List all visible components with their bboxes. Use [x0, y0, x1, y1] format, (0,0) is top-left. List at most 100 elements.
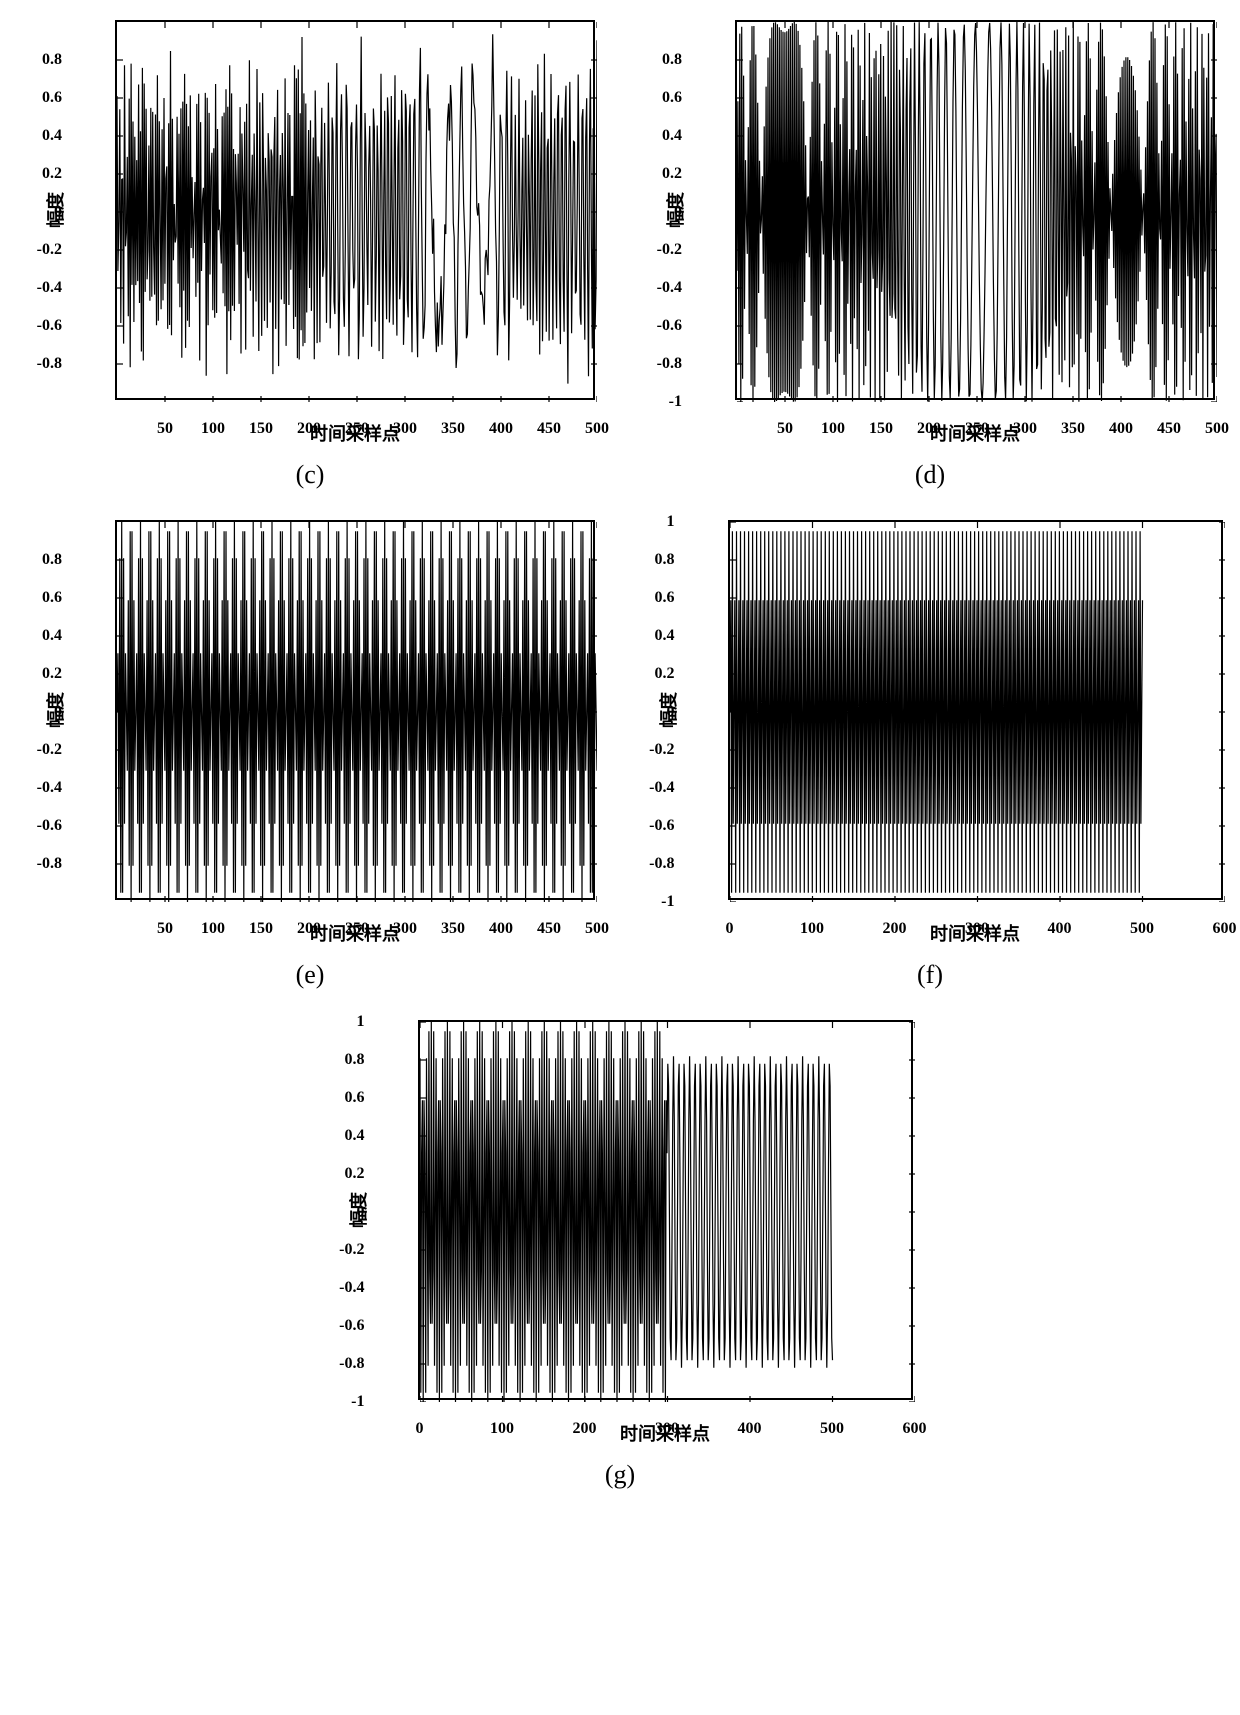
x-tick-label: 450 [1157, 420, 1181, 438]
x-tick-label: 100 [800, 920, 824, 938]
x-tick-label: 400 [1109, 420, 1133, 438]
x-tick-label: 100 [821, 420, 845, 438]
y-tick-label: -0.6 [37, 317, 62, 335]
y-tick-label: -0.6 [657, 317, 682, 335]
x-tick-label: 350 [441, 920, 465, 938]
x-tick-label: 500 [585, 420, 609, 438]
y-tick-label: -0.2 [37, 741, 62, 759]
x-tick-label: 100 [201, 420, 225, 438]
panel-caption-e: (e) [296, 960, 325, 990]
x-tick-label: 150 [249, 420, 273, 438]
y-tick-label: -0.8 [339, 1355, 364, 1373]
x-tick-label: 50 [777, 420, 793, 438]
y-axis-label-e: 幅度 [42, 692, 68, 728]
y-tick-label: 0.8 [655, 551, 675, 569]
y-axis-label-g: 幅度 [345, 1192, 371, 1228]
chart-plot-f [730, 522, 1225, 902]
y-tick-label: -1 [669, 393, 682, 411]
y-tick-label: 1 [667, 513, 675, 531]
y-tick-label: 1 [357, 1013, 365, 1031]
y-tick-label: 0.2 [42, 665, 62, 683]
x-tick-label: 50 [157, 420, 173, 438]
y-axis-label-f: 幅度 [655, 692, 681, 728]
x-tick-label: 400 [738, 1420, 762, 1438]
y-tick-label: 0.6 [662, 89, 682, 107]
chart-plot-g [420, 1022, 915, 1402]
y-tick-label: -0.2 [339, 1241, 364, 1259]
y-tick-label: 0.6 [42, 589, 62, 607]
chart-plot-e [117, 522, 597, 902]
panel-caption-g: (g) [605, 1460, 635, 1490]
y-tick-label: 0.4 [662, 127, 682, 145]
chart-plot-c [117, 22, 597, 402]
y-tick-label: 0.4 [345, 1127, 365, 1145]
y-tick-label: -0.4 [649, 779, 674, 797]
signal-line-g [420, 1022, 833, 1402]
x-axis-label-c: 时间采样点 [310, 420, 400, 446]
x-axis-label-f: 时间采样点 [930, 920, 1020, 946]
chart-plot-d [737, 22, 1217, 402]
x-tick-label: 600 [1213, 920, 1237, 938]
chart-axes-d: -1-0.8-0.6-0.4-0.200.20.40.60.8501001502… [735, 20, 1215, 400]
y-tick-label: 0.6 [655, 589, 675, 607]
chart-axes-c: -0.8-0.6-0.4-0.200.20.40.60.850100150200… [115, 20, 595, 400]
x-tick-label: 200 [573, 1420, 597, 1438]
x-tick-label: 450 [537, 420, 561, 438]
y-tick-label: -0.2 [649, 741, 674, 759]
y-tick-label: 0.8 [42, 551, 62, 569]
chart-panel-e: -0.8-0.6-0.4-0.200.20.40.60.850100150200… [10, 520, 610, 990]
x-tick-label: 500 [585, 920, 609, 938]
y-tick-label: -1 [661, 893, 674, 911]
y-tick-label: -0.8 [37, 855, 62, 873]
y-axis-label-c: 幅度 [42, 192, 68, 228]
y-tick-label: 0.8 [662, 51, 682, 69]
x-tick-label: 500 [1205, 420, 1229, 438]
signal-line-e [117, 522, 597, 902]
signal-line-d [737, 22, 1217, 402]
x-tick-label: 150 [249, 920, 273, 938]
x-tick-label: 400 [1048, 920, 1072, 938]
x-tick-label: 200 [883, 920, 907, 938]
x-tick-label: 0 [416, 1420, 424, 1438]
y-tick-label: 0.6 [42, 89, 62, 107]
y-tick-label: -0.4 [37, 279, 62, 297]
chart-axes-e: -0.8-0.6-0.4-0.200.20.40.60.850100150200… [115, 520, 595, 900]
chart-panel-c: -0.8-0.6-0.4-0.200.20.40.60.850100150200… [10, 20, 610, 490]
x-tick-label: 400 [489, 920, 513, 938]
signal-line-c [117, 34, 597, 383]
y-tick-label: -0.8 [657, 355, 682, 373]
x-tick-label: 150 [869, 420, 893, 438]
panel-caption-d: (d) [915, 460, 945, 490]
y-tick-label: 0.2 [655, 665, 675, 683]
signal-line-f [730, 531, 1143, 892]
y-tick-label: -0.6 [339, 1317, 364, 1335]
y-tick-label: 0.4 [42, 627, 62, 645]
y-tick-label: -0.2 [37, 241, 62, 259]
x-tick-label: 350 [441, 420, 465, 438]
x-tick-label: 100 [490, 1420, 514, 1438]
y-tick-label: -0.2 [657, 241, 682, 259]
x-tick-label: 600 [903, 1420, 927, 1438]
y-tick-label: -0.4 [37, 779, 62, 797]
x-axis-label-e: 时间采样点 [310, 920, 400, 946]
y-tick-label: -0.4 [657, 279, 682, 297]
y-axis-label-d: 幅度 [662, 192, 688, 228]
y-tick-label: -0.8 [37, 355, 62, 373]
chart-panel-g: -1-0.8-0.6-0.4-0.200.20.40.60.8101002003… [10, 1020, 1230, 1490]
x-tick-label: 450 [537, 920, 561, 938]
y-tick-label: 0.2 [42, 165, 62, 183]
chart-panel-d: -1-0.8-0.6-0.4-0.200.20.40.60.8501001502… [630, 20, 1230, 490]
x-tick-label: 100 [201, 920, 225, 938]
y-tick-label: 0.8 [345, 1051, 365, 1069]
chart-axes-g: -1-0.8-0.6-0.4-0.200.20.40.60.8101002003… [418, 1020, 913, 1400]
x-tick-label: 400 [489, 420, 513, 438]
y-tick-label: 0.4 [42, 127, 62, 145]
chart-axes-f: -1-0.8-0.6-0.4-0.200.20.40.60.8101002003… [728, 520, 1223, 900]
y-tick-label: 0.2 [345, 1165, 365, 1183]
y-tick-label: 0.2 [662, 165, 682, 183]
y-tick-label: -1 [351, 1393, 364, 1411]
y-tick-label: -0.6 [37, 817, 62, 835]
x-axis-label-g: 时间采样点 [620, 1420, 710, 1446]
x-tick-label: 350 [1061, 420, 1085, 438]
x-tick-label: 500 [1130, 920, 1154, 938]
